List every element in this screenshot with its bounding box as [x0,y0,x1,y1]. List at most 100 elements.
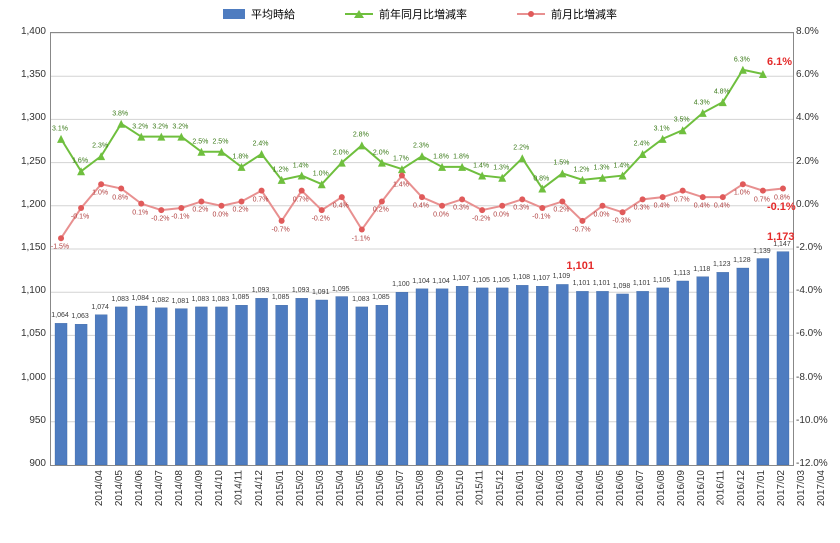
bar-value-label: 1,085 [372,294,390,301]
y2-tick-label: -8.0% [796,372,836,383]
series-value-label: 0.2% [373,207,389,214]
series-value-label: 4.3% [694,99,710,106]
x-tick-label: 2015/01 [275,470,286,506]
x-tick-label: 2016/09 [676,470,687,506]
series-value-label: 0.4% [694,203,710,210]
x-tick-label: 2016/02 [535,470,546,506]
bar-value-label: 1,128 [733,257,751,264]
series-value-label: -0.7% [572,226,590,233]
series-value-label: -0.2% [312,216,330,223]
chart-svg [51,33,793,465]
series-value-label: 2.0% [373,149,389,156]
x-tick-label: 2015/05 [355,470,366,506]
series-value-label: 0.0% [433,211,449,218]
x-tick-label: 2015/08 [415,470,426,506]
x-tick-label: 2014/05 [114,470,125,506]
x-tick-label: 2016/07 [636,470,647,506]
series-value-label: 2.4% [253,140,269,147]
y1-tick-label: 950 [8,415,46,426]
series-value-label: 2.4% [634,140,650,147]
series-value-label: 0.4% [654,203,670,210]
y2-tick-label: 0.0% [796,199,836,210]
bar-value-label: 1,098 [613,283,631,290]
x-tick-label: 2017/03 [796,470,807,506]
bar-value-label: 1,082 [152,297,170,304]
bar-value-label: 1,064 [51,312,69,319]
series-value-label: 0.7% [674,196,690,203]
series-value-label: 1.4% [614,162,630,169]
series-value-label: 6.3% [734,56,750,63]
bar-value-label: 1,105 [492,277,510,284]
series-value-label: 3.2% [172,123,188,130]
series-value-label: 3.1% [654,125,670,132]
series-value-label: 2.0% [333,149,349,156]
bar-value-label: 1,107 [452,275,470,282]
x-tick-label: 2016/11 [715,470,726,505]
series-value-label: -0.1% [532,213,550,220]
series-value-label: 0.8% [112,194,128,201]
series-value-label: 2.3% [92,143,108,150]
x-tick-label: 2014/08 [174,470,185,506]
series-value-label: 0.4% [714,203,730,210]
y1-tick-label: 1,350 [8,69,46,80]
x-tick-label: 2016/04 [575,470,586,506]
bar-value-label: 1,063 [71,313,89,320]
bar-value-label: 1,104 [432,278,450,285]
bar-value-label: 1,083 [212,296,230,303]
legend: 平均時給 前年同月比増減率 前月比増減率 [0,6,840,22]
bar-value-label: 1,100 [392,281,410,288]
callout-label: -0.1% [767,201,796,213]
x-tick-label: 2016/12 [736,470,747,506]
bar-value-label: 1,101 [633,280,651,287]
legend-label: 前年同月比増減率 [379,6,467,22]
series-value-label: 3.5% [674,117,690,124]
y2-tick-label: 8.0% [796,26,836,37]
series-value-label: 0.2% [233,207,249,214]
series-value-label: 1.8% [453,153,469,160]
x-tick-label: 2016/08 [656,470,667,506]
y1-tick-label: 1,050 [8,328,46,339]
series-value-label: 1.4% [293,162,309,169]
bar-value-label: 1,105 [472,277,490,284]
series-value-label: 1.6% [72,158,88,165]
series-value-label: 1.7% [393,156,409,163]
x-tick-label: 2016/05 [596,470,607,506]
x-tick-label: 2014/07 [154,470,165,506]
y2-tick-label: -6.0% [796,328,836,339]
series-value-label: 1.4% [473,162,489,169]
y1-tick-label: 1,000 [8,372,46,383]
plot-area [50,32,794,466]
series-value-label: 0.7% [293,196,309,203]
y1-tick-label: 1,400 [8,26,46,37]
y2-tick-label: -4.0% [796,285,836,296]
legend-item-pink: 前月比増減率 [517,6,617,22]
series-value-label: 3.1% [52,125,68,132]
series-value-label: 1.3% [594,164,610,171]
bar-value-label: 1,104 [412,278,430,285]
series-value-label: -1.5% [51,244,69,251]
x-tick-label: 2015/02 [295,470,306,506]
x-tick-label: 2014/11 [234,470,245,505]
x-tick-label: 2015/10 [455,470,466,506]
bar-value-label: 1,105 [653,277,671,284]
bar-value-label: 1,113 [673,270,690,277]
series-value-label: 0.0% [212,211,228,218]
bar-value-label: 1,095 [332,286,350,293]
bar-value-label: 1,093 [252,287,270,294]
bar-value-label: 1,085 [272,294,290,301]
y2-tick-label: -2.0% [796,242,836,253]
legend-item-bar: 平均時給 [223,6,295,22]
series-value-label: 0.7% [253,196,269,203]
x-tick-label: 2015/12 [495,470,506,506]
x-tick-label: 2017/01 [756,470,767,506]
series-value-label: 0.2% [553,207,569,214]
series-value-label: 2.5% [212,138,228,145]
x-tick-label: 2016/06 [616,470,627,506]
bar-value-label: 1,093 [292,287,310,294]
series-value-label: 0.3% [453,205,469,212]
series-value-label: 1.0% [734,190,750,197]
x-tick-label: 2017/04 [816,470,827,506]
series-value-label: -0.1% [71,213,89,220]
series-value-label: 4.8% [714,89,730,96]
series-value-label: 2.8% [353,132,369,139]
